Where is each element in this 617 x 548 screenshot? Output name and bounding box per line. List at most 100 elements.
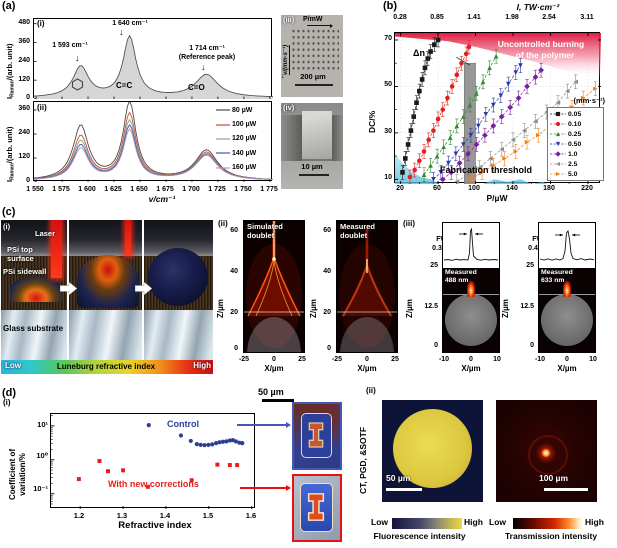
raman-spectrum-ii-chart (34, 102, 273, 182)
subpanel-iii-label: (iii) (283, 15, 295, 24)
process-step-1 (1, 220, 67, 360)
tick-label: -10 (534, 356, 546, 363)
fwhm-profile-curve (443, 227, 499, 261)
tick-label: 1 625 (104, 186, 122, 193)
process-step-3 (144, 220, 213, 360)
measured-focus-graphic (337, 221, 397, 352)
tick-label: 360 (18, 105, 30, 112)
fluorescence-image: 50 µm (382, 400, 483, 502)
down-arrow-icon: ↓ (201, 62, 206, 72)
axis-label-top-intensity: I, TW·cm⁻² (516, 2, 560, 12)
lens-outline (300, 483, 333, 532)
measured-doublet-title: Measured doublet (340, 222, 376, 240)
tick-label: 0 (327, 345, 331, 352)
tick-label: 120 (18, 153, 30, 160)
sem-cube-image: (iv) 10 µm (281, 103, 343, 189)
simulated-doublet-title: Simulated doublet (247, 222, 283, 240)
step-arrow-icon (135, 282, 152, 295)
colorbar-low-label: Low (371, 517, 388, 527)
delta-n-annotation: Δn (413, 48, 425, 58)
fluorescent-disk (393, 409, 472, 488)
tick-label: 10 (589, 356, 597, 363)
tick-label: 25 (526, 262, 534, 269)
step-arrow-icon (60, 282, 77, 295)
focus-image-region: Measured 633 nm (539, 268, 595, 353)
legend-item: 0.10 (550, 119, 601, 129)
panel-c-label: (c) (2, 206, 16, 218)
subpanel-i-label: (i) (3, 222, 11, 231)
tick-label: 360 (18, 38, 30, 45)
tick-label: 1 550 (26, 186, 44, 193)
trench-right (332, 115, 343, 161)
lens-outline (301, 413, 332, 458)
sem-top-view-image: (iii) P/mW v/(mm·s⁻¹) ↓ 200 µm (281, 15, 343, 97)
legend-item: 140 µW (216, 149, 257, 157)
bond-cc-label: C=C (116, 81, 133, 90)
tick-label: 12.5 (520, 303, 534, 310)
scalebar (262, 399, 294, 402)
tick-label: 50 (384, 81, 392, 88)
panel-b-label: (b) (383, 0, 398, 12)
refractive-index-colorbar: Low Luneburg refractive index High (1, 360, 213, 374)
tick-label: 1.2 (73, 511, 85, 520)
tick-label: 0 (565, 356, 569, 363)
axis-label-z: Z/µm (309, 299, 318, 318)
scalebar (386, 488, 422, 491)
panel-d-label: (d) (2, 387, 17, 399)
fluorescence-colorbar-title: Fluorescence intensity (373, 531, 466, 541)
axis-label-x: X/µm (357, 364, 377, 373)
scalebar-label: 100 µm (539, 473, 568, 483)
tick-label: 40 (230, 268, 238, 275)
transmission-image: 100 µm (496, 400, 597, 502)
scalebar (299, 174, 329, 176)
lens-circle (541, 294, 593, 346)
threshold-annotation: Fabrication threshold (439, 165, 532, 175)
variation-plot (50, 413, 255, 509)
tick-label: 1.6 (245, 511, 257, 520)
tick-label: 0 (365, 356, 369, 363)
legend-item: 0.50 (550, 139, 601, 149)
tick-label: 220 (581, 185, 593, 192)
colorbar-low-label: Low (489, 517, 506, 527)
control-lens-image (292, 402, 342, 470)
legend-item: 0.05 (550, 109, 601, 119)
tick-label: -10 (438, 356, 450, 363)
scalebar-label: 50 µm (386, 473, 411, 483)
transmission-colorbar-title: Transmission intensity (504, 531, 598, 541)
legend-item: 80 µW (216, 106, 253, 114)
speed-legend-rows: 0.05 0.10 0.25 0.50 1.0 2.5 5.0 (550, 109, 601, 179)
tick-label: 1 750 (234, 186, 252, 193)
axis-label-z: Z/µm (501, 299, 510, 318)
voxel-dot-array (291, 28, 339, 72)
process-step-2 (69, 220, 142, 360)
legend-item: 5.0 (550, 169, 601, 179)
burn-annotation-line2: of the polymer (515, 50, 575, 60)
peak-1593-label: 1 593 cm⁻¹ (52, 42, 88, 49)
polymer-cube (302, 111, 332, 159)
colorbar-low-label: Low (5, 361, 21, 370)
legend-title: (mm·s⁻¹) (573, 96, 605, 105)
axis-label-y-raman-i: IRaman/(arb. unit) (5, 43, 16, 99)
raman-spectrum-i-chart (34, 23, 273, 99)
tick-label: 12.5 (424, 303, 438, 310)
scalebar-label: 10 µm (301, 162, 323, 171)
lens-sphere (148, 248, 208, 306)
tick-label: 0 (469, 356, 473, 363)
fluorescence-colorbar (392, 518, 462, 529)
focus-spot (467, 281, 475, 297)
block-i-logo (307, 493, 325, 521)
scalebar-label: 50 µm (258, 387, 284, 397)
focus-spot (542, 449, 550, 457)
tick-label: 30 (384, 128, 392, 135)
tick-label: 25 (298, 356, 306, 363)
variation-chart (51, 415, 253, 509)
tick-label: 10⁻¹ (33, 484, 48, 493)
tick-label: 3.11 (580, 14, 594, 21)
tick-label: 1 725 (208, 186, 226, 193)
tick-label: 240 (18, 129, 30, 136)
legend-item: 160 µW (216, 164, 257, 172)
tick-label: 240 (18, 57, 30, 64)
legend-item: 2.5 (550, 159, 601, 169)
tick-label: 20 (323, 309, 331, 316)
